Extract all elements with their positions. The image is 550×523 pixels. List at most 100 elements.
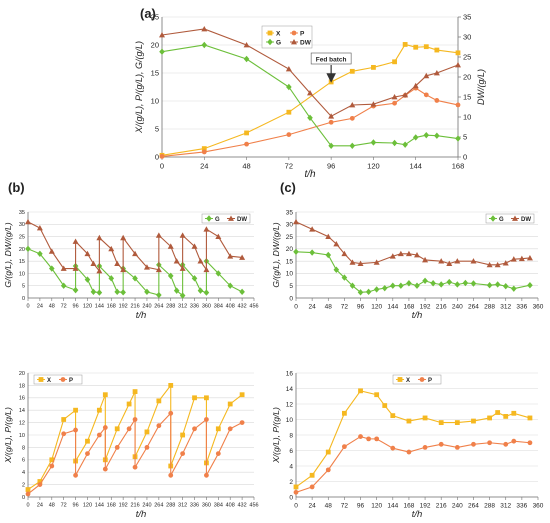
y-tick-label: 20 <box>19 371 25 377</box>
x-tick-label: 168 <box>404 503 415 510</box>
data-point-G <box>391 139 398 147</box>
data-point-DW <box>446 260 453 266</box>
x-tick-label: 144 <box>387 503 398 510</box>
x-tick-label: 24 <box>309 304 317 311</box>
data-point-DW <box>391 94 398 100</box>
data-point-P <box>85 451 90 456</box>
data-point-DW <box>486 261 493 268</box>
x-tick-label: 144 <box>95 304 104 310</box>
data-point-X <box>495 410 501 415</box>
data-point-G <box>25 245 31 253</box>
x-tick-label: 24 <box>37 304 43 310</box>
data-point-P <box>309 484 315 490</box>
data-point-DW <box>239 254 246 260</box>
x-tick-label: 168 <box>404 304 415 311</box>
data-point-G <box>197 287 204 294</box>
x-tick-label: 72 <box>341 503 349 510</box>
data-point-X <box>227 401 233 407</box>
data-point-DW <box>349 102 356 108</box>
data-point-P <box>25 491 31 497</box>
data-point-DW <box>179 265 186 271</box>
x-tick-label: 384 <box>214 503 223 509</box>
y-tick-label: 10 <box>151 97 159 106</box>
data-point-DW <box>293 218 299 225</box>
y-tick-label: 6 <box>22 458 25 464</box>
data-point-X <box>325 449 331 455</box>
data-point-G <box>349 142 356 149</box>
data-point-G <box>325 251 332 259</box>
data-point-G <box>373 286 380 293</box>
data-point-P <box>73 427 78 433</box>
data-point-DW <box>455 62 461 68</box>
x-tick-label: 312 <box>500 503 511 510</box>
data-point-DW <box>370 101 377 107</box>
data-point-DW <box>72 265 79 271</box>
data-point-DW <box>167 243 174 249</box>
y-tick-label: 35 <box>19 210 25 216</box>
data-point-P <box>227 426 233 432</box>
legend-label: G <box>215 217 220 223</box>
data-point-P <box>527 440 533 446</box>
data-point-G <box>48 265 55 272</box>
data-point-DW <box>227 253 234 259</box>
data-point-DW <box>155 266 162 273</box>
data-point-X <box>374 392 380 398</box>
data-point-DW <box>203 266 210 273</box>
panel-label-b: (b) <box>8 180 25 195</box>
x-tick-label: 120 <box>371 503 382 510</box>
x-tick-label: 72 <box>61 503 67 509</box>
data-point-G <box>381 284 388 292</box>
x-tick-label: 432 <box>238 503 247 509</box>
legend-marker <box>291 30 297 36</box>
data-point-G <box>422 277 428 284</box>
data-point-X <box>144 429 150 435</box>
data-point-X <box>215 426 221 432</box>
data-point-P <box>126 426 132 432</box>
data-point-G <box>486 282 493 289</box>
y-tick-label: 10 <box>286 271 294 278</box>
legend-marker <box>419 377 425 382</box>
data-point-G <box>114 288 121 296</box>
data-point-G <box>328 142 334 149</box>
data-point-P <box>61 431 67 437</box>
data-point-X <box>402 42 408 47</box>
data-point-DW <box>120 266 127 273</box>
data-point-DW <box>114 260 121 266</box>
x-tick-label: 192 <box>420 304 431 311</box>
y-tick-label: 25 <box>151 13 159 22</box>
y-tick-label: 12 <box>19 421 25 427</box>
data-point-X <box>390 413 396 419</box>
x-tick-label: 120 <box>367 162 380 171</box>
series-line-DW <box>27 221 243 273</box>
data-point-P <box>132 417 138 422</box>
legend-marker <box>512 215 518 221</box>
legend-marker <box>267 30 273 36</box>
data-point-G <box>120 289 126 296</box>
y-tick-label: 16 <box>286 370 294 377</box>
data-point-X <box>309 472 315 478</box>
data-point-P <box>406 449 412 455</box>
legend-box <box>33 374 83 385</box>
data-point-X <box>438 420 444 425</box>
data-point-P <box>423 92 429 98</box>
x-tick-label: 336 <box>516 304 527 311</box>
y-tick-label: 20 <box>151 41 159 50</box>
y-tick-label: 8 <box>289 432 293 439</box>
y-tick-label: 20 <box>19 247 25 253</box>
data-point-P <box>438 441 444 447</box>
y-tick-label: 10 <box>19 433 25 439</box>
y-tick-label: 4 <box>22 470 25 476</box>
data-point-X <box>168 383 174 388</box>
x-tick-label: 144 <box>387 304 398 311</box>
data-point-DW <box>414 252 420 258</box>
data-point-G <box>438 281 444 288</box>
y-tick-label: 14 <box>19 408 25 414</box>
data-point-X <box>25 487 31 492</box>
data-point-G <box>454 281 461 288</box>
y-tick-label: 2 <box>289 479 293 486</box>
data-point-G <box>398 282 404 289</box>
y2-tick-label: 20 <box>463 73 471 82</box>
x-axis-title: t/h <box>136 310 147 321</box>
